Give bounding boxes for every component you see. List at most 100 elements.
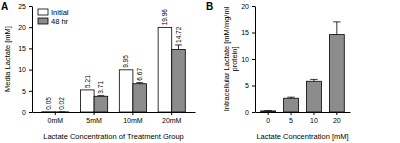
panel: 0 5 10 15 20 0 5 10 20 Lactate Concentration [mM]… <box>206 1 351 141</box>
x-axis-line <box>33 112 196 113</box>
x-tick-label: 5mM <box>86 117 102 124</box>
error-bar <box>287 97 294 98</box>
y-tick: 10 <box>241 56 255 63</box>
data-label: 14.72 <box>175 26 182 43</box>
data-label: 19.96 <box>161 9 168 26</box>
y-tick-mark <box>29 112 32 113</box>
legend-label: 48 hr <box>51 17 69 26</box>
data-label: 0.02 <box>58 97 65 110</box>
y-tick-label: 10 <box>18 66 26 73</box>
bar <box>284 98 299 112</box>
y-axis-title-line: protein] <box>230 46 239 71</box>
error-bar <box>310 79 317 81</box>
x-tick-mark <box>313 112 314 115</box>
plot-area <box>42 27 186 112</box>
error-bar <box>175 45 182 50</box>
data-label: 9.95 <box>122 55 129 68</box>
x-tick-mark <box>336 112 337 115</box>
y-tick-mark <box>252 33 255 34</box>
bar <box>119 70 133 112</box>
y-tick-label: 0 <box>245 109 249 116</box>
error-bar <box>333 22 340 35</box>
y-tick-label: 5 <box>22 88 26 95</box>
bar <box>261 111 276 112</box>
y-tick-label: 20 <box>18 24 26 31</box>
y-axis-line <box>255 7 256 113</box>
y-tick: 5 <box>22 88 32 95</box>
bar <box>329 35 344 112</box>
data-label: 0.05 <box>45 97 52 110</box>
x-axis: 0mM 5mM 10mM 20mM <box>33 112 196 124</box>
x-tick-label: 20 <box>333 117 341 124</box>
x-tick-mark <box>291 112 292 115</box>
x-tick-label: 10 <box>310 117 318 124</box>
y-tick-mark <box>252 112 255 113</box>
x-axis-line <box>256 112 351 113</box>
x-tick-label: 5 <box>289 117 293 124</box>
x-tick: 0mM <box>48 112 64 124</box>
y-tick: 0 <box>22 109 32 116</box>
x-axis: 0 5 10 20 <box>256 112 351 124</box>
bar <box>307 81 322 112</box>
y-tick: 0 <box>245 109 255 116</box>
x-axis-title: Lactate Concentration of Treatment Group <box>43 132 184 141</box>
y-axis-title: Media Lactate [mM] <box>3 26 12 92</box>
y-tick-mark <box>29 70 32 71</box>
chart-container: 0.05 5.21 9.95 19.96 0.02 3.71 6.67 14.72 0 5 10 15… <box>0 0 400 143</box>
x-tick-label: 0mM <box>48 117 64 124</box>
panel-title: A <box>1 1 8 12</box>
y-tick-label: 10 <box>241 56 249 63</box>
bar <box>172 50 186 112</box>
x-tick: 5 <box>289 112 293 124</box>
y-tick-label: 15 <box>18 45 26 52</box>
x-tick: 0 <box>266 112 270 124</box>
panel-title: B <box>206 1 213 12</box>
legend-item: 48 hr <box>38 17 69 26</box>
y-tick-mark <box>252 6 255 7</box>
bar <box>94 96 108 112</box>
data-label: 6.67 <box>136 68 143 81</box>
y-tick-mark <box>252 59 255 60</box>
x-tick-label: 0 <box>266 117 270 124</box>
figure: 0.05 5.21 9.95 19.96 0.02 3.71 6.67 14.72 0 5 10 15… <box>0 0 400 143</box>
bar <box>133 84 147 112</box>
data-label: 3.71 <box>97 81 104 94</box>
y-axis-title-line: Media Lactate [mM] <box>3 26 12 92</box>
bar <box>55 111 69 112</box>
error-bar <box>97 95 104 97</box>
error-bar <box>136 83 143 84</box>
y-tick-mark <box>29 48 32 49</box>
y-axis-line <box>32 7 33 113</box>
x-tick-label: 20mM <box>162 117 182 124</box>
x-tick-mark <box>171 112 172 115</box>
bar <box>81 90 95 112</box>
legend-swatch <box>38 18 48 24</box>
y-axis: 0 5 10 15 20 25 <box>18 3 32 116</box>
data-label: 5.21 <box>84 75 91 88</box>
x-tick: 5mM <box>86 112 102 124</box>
y-tick-label: 25 <box>18 3 26 10</box>
y-tick: 15 <box>241 29 255 36</box>
y-tick: 5 <box>245 82 255 89</box>
y-tick-mark <box>29 91 32 92</box>
x-tick: 20 <box>333 112 341 124</box>
x-tick: 20mM <box>162 112 182 124</box>
error-bar <box>264 110 271 111</box>
x-tick-mark <box>268 112 269 115</box>
legend-swatch <box>38 9 48 15</box>
y-axis: 0 5 10 15 20 <box>241 3 255 116</box>
y-tick: 20 <box>241 3 255 10</box>
legend-label: Initial <box>51 8 69 17</box>
x-tick: 10 <box>310 112 318 124</box>
y-tick: 15 <box>18 45 32 52</box>
x-tick-label: 10mM <box>123 117 143 124</box>
y-tick: 20 <box>18 24 32 31</box>
y-tick: 10 <box>18 66 32 73</box>
x-tick: 10mM <box>123 112 143 124</box>
x-tick-mark <box>94 112 95 115</box>
error-bar <box>59 111 66 112</box>
x-tick-mark <box>132 112 133 115</box>
y-tick-mark <box>252 86 255 87</box>
x-axis-title: Lactate Concentration [mM] <box>256 132 348 141</box>
bar <box>42 111 56 112</box>
